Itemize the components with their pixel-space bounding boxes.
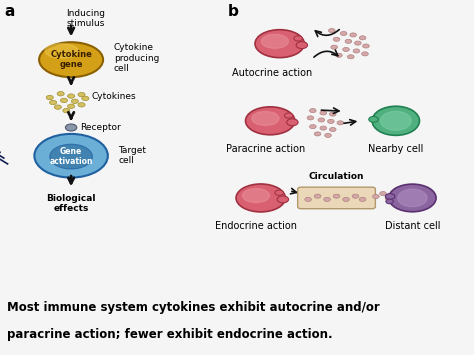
Ellipse shape: [261, 34, 289, 48]
Circle shape: [310, 125, 316, 129]
Circle shape: [328, 119, 334, 124]
Text: Cytokine
gene: Cytokine gene: [50, 50, 92, 69]
Circle shape: [314, 194, 321, 198]
Text: Gene
activation: Gene activation: [49, 147, 93, 166]
Circle shape: [320, 126, 327, 130]
Circle shape: [324, 197, 330, 201]
Ellipse shape: [236, 184, 285, 212]
Circle shape: [314, 132, 321, 136]
Circle shape: [386, 199, 393, 204]
Circle shape: [385, 196, 392, 201]
Circle shape: [63, 108, 70, 113]
Circle shape: [329, 112, 336, 116]
Circle shape: [352, 194, 359, 198]
Ellipse shape: [39, 42, 103, 77]
Circle shape: [305, 197, 311, 201]
Circle shape: [325, 133, 331, 137]
Circle shape: [343, 197, 349, 201]
Text: Circulation: Circulation: [309, 172, 365, 181]
Circle shape: [329, 127, 336, 132]
Circle shape: [340, 32, 347, 36]
Ellipse shape: [246, 107, 295, 135]
Ellipse shape: [372, 106, 419, 135]
Text: Most immune system cytokines exhibit autocrine and/or: Most immune system cytokines exhibit aut…: [7, 301, 380, 314]
Circle shape: [57, 92, 64, 96]
Ellipse shape: [34, 134, 108, 178]
Text: Nearby cell: Nearby cell: [368, 144, 423, 154]
Circle shape: [373, 195, 379, 198]
Circle shape: [78, 103, 85, 107]
Circle shape: [67, 104, 75, 108]
Circle shape: [61, 98, 68, 103]
Circle shape: [331, 45, 337, 49]
Circle shape: [380, 192, 386, 196]
Ellipse shape: [380, 111, 411, 130]
Circle shape: [296, 42, 308, 49]
Circle shape: [46, 95, 54, 100]
Ellipse shape: [389, 184, 436, 212]
Text: Inducing
stimulus: Inducing stimulus: [66, 9, 105, 28]
Ellipse shape: [255, 30, 304, 58]
Circle shape: [320, 111, 327, 115]
Circle shape: [359, 197, 366, 201]
Circle shape: [363, 44, 369, 48]
Text: b: b: [228, 4, 238, 20]
Circle shape: [78, 92, 85, 97]
Text: Endocrine action: Endocrine action: [215, 221, 297, 231]
Circle shape: [333, 194, 340, 198]
Circle shape: [275, 190, 283, 195]
Circle shape: [50, 100, 57, 105]
Ellipse shape: [398, 189, 427, 207]
Circle shape: [318, 118, 325, 122]
Circle shape: [350, 33, 356, 37]
Ellipse shape: [45, 44, 78, 58]
Circle shape: [336, 53, 342, 58]
Circle shape: [54, 105, 62, 109]
Text: Cytokine
producing
cell: Cytokine producing cell: [114, 43, 159, 73]
Circle shape: [67, 94, 75, 98]
Text: Receptor: Receptor: [81, 123, 121, 132]
Circle shape: [362, 52, 368, 56]
Text: Cytokines: Cytokines: [91, 92, 136, 101]
Text: Target
cell: Target cell: [118, 146, 146, 165]
Ellipse shape: [50, 144, 92, 169]
Ellipse shape: [242, 189, 270, 203]
Circle shape: [355, 41, 361, 45]
Circle shape: [369, 116, 378, 122]
Text: a: a: [5, 4, 15, 20]
Text: Distant cell: Distant cell: [384, 221, 440, 231]
Circle shape: [385, 193, 395, 200]
Circle shape: [337, 121, 344, 125]
Circle shape: [65, 124, 77, 131]
Circle shape: [71, 99, 79, 104]
Text: Biological
effects: Biological effects: [46, 193, 96, 213]
FancyBboxPatch shape: [298, 187, 375, 209]
Circle shape: [328, 28, 335, 33]
Text: Autocrine action: Autocrine action: [232, 69, 313, 78]
Circle shape: [287, 119, 298, 126]
Circle shape: [284, 113, 293, 118]
Text: Paracrine action: Paracrine action: [226, 144, 305, 154]
Ellipse shape: [252, 111, 279, 125]
Circle shape: [345, 39, 352, 43]
Circle shape: [310, 109, 316, 113]
Circle shape: [307, 116, 314, 120]
Circle shape: [347, 55, 354, 59]
Circle shape: [343, 48, 349, 51]
Text: paracrine action; fewer exhibit endocrine action.: paracrine action; fewer exhibit endocrin…: [7, 328, 333, 341]
Circle shape: [333, 37, 340, 41]
Circle shape: [294, 36, 302, 41]
Circle shape: [359, 36, 366, 40]
Circle shape: [353, 49, 360, 53]
Circle shape: [277, 196, 289, 203]
Circle shape: [82, 96, 89, 100]
